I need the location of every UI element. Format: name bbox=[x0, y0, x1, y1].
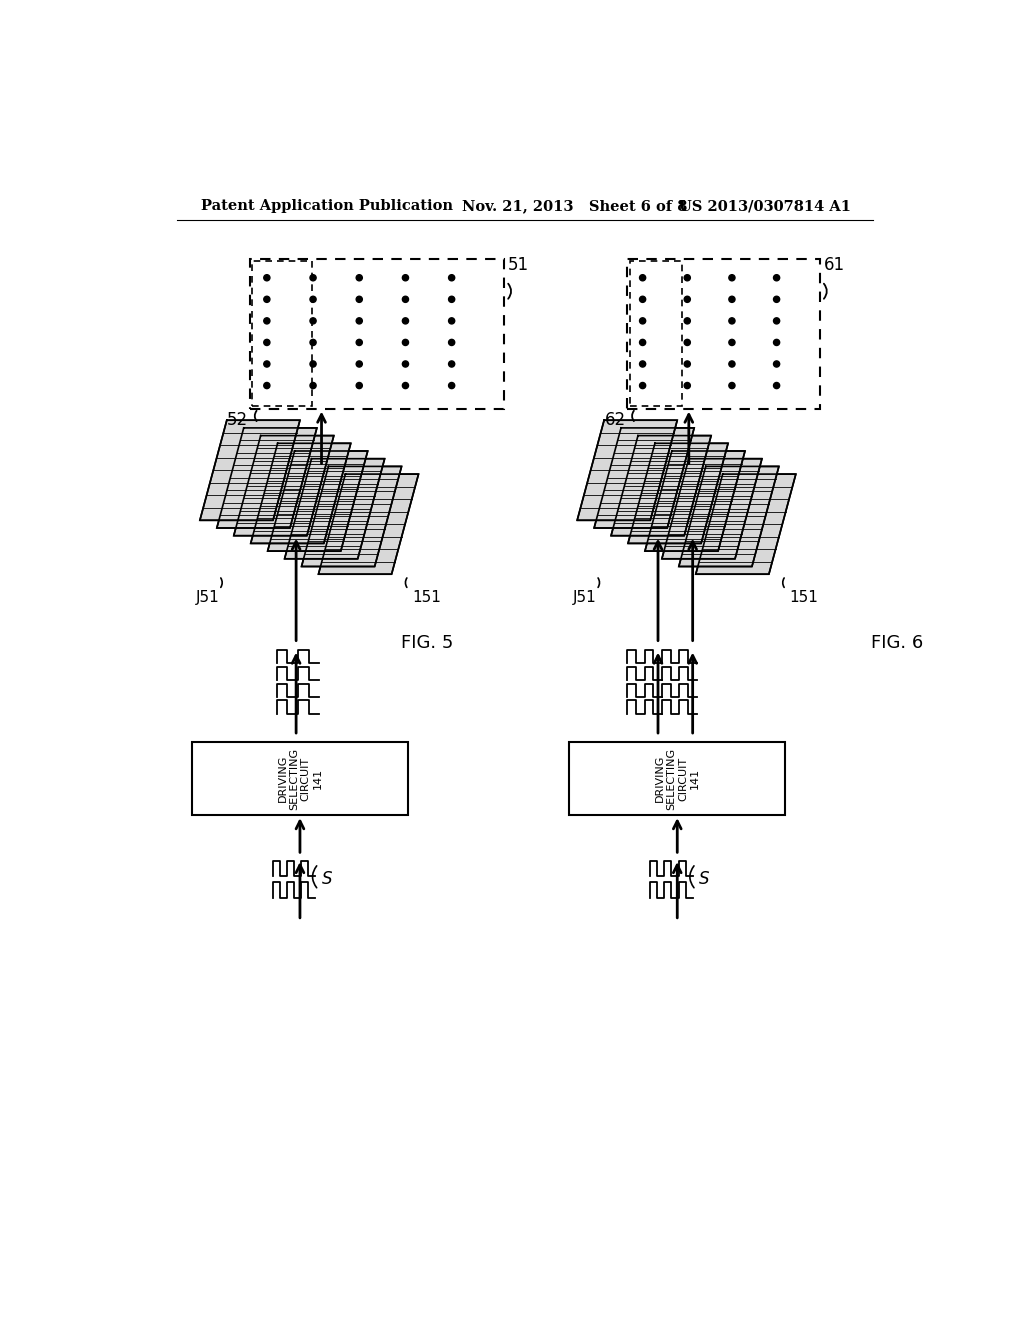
Circle shape bbox=[356, 275, 362, 281]
Bar bbox=[193, 742, 408, 816]
Circle shape bbox=[640, 275, 646, 281]
Circle shape bbox=[310, 296, 316, 302]
Circle shape bbox=[449, 275, 455, 281]
Bar bbox=[628, 259, 819, 409]
Circle shape bbox=[310, 360, 316, 367]
Text: DRIVING
SELECTING
CIRCUIT
141: DRIVING SELECTING CIRCUIT 141 bbox=[655, 747, 699, 809]
Circle shape bbox=[310, 339, 316, 346]
Text: US 2013/0307814 A1: US 2013/0307814 A1 bbox=[679, 199, 851, 213]
Circle shape bbox=[684, 318, 690, 323]
Text: Patent Application Publication: Patent Application Publication bbox=[202, 199, 454, 213]
Text: 61: 61 bbox=[823, 256, 845, 273]
Text: S: S bbox=[698, 870, 710, 888]
Bar bbox=[630, 261, 682, 407]
Circle shape bbox=[402, 318, 409, 323]
Polygon shape bbox=[318, 474, 419, 574]
Bar bbox=[252, 261, 312, 407]
Circle shape bbox=[402, 296, 409, 302]
Text: 52: 52 bbox=[227, 412, 249, 429]
Circle shape bbox=[773, 360, 779, 367]
Circle shape bbox=[773, 296, 779, 302]
Text: 51: 51 bbox=[508, 256, 529, 273]
Circle shape bbox=[640, 318, 646, 323]
Polygon shape bbox=[267, 451, 368, 552]
Circle shape bbox=[684, 360, 690, 367]
Circle shape bbox=[310, 383, 316, 388]
Polygon shape bbox=[233, 436, 334, 536]
Polygon shape bbox=[594, 428, 694, 528]
Polygon shape bbox=[695, 474, 796, 574]
Circle shape bbox=[684, 275, 690, 281]
Circle shape bbox=[773, 339, 779, 346]
Polygon shape bbox=[628, 444, 728, 544]
Text: FIG. 5: FIG. 5 bbox=[400, 635, 454, 652]
Polygon shape bbox=[285, 459, 385, 558]
Circle shape bbox=[684, 383, 690, 388]
Text: DRIVING
SELECTING
CIRCUIT
141: DRIVING SELECTING CIRCUIT 141 bbox=[278, 747, 323, 809]
Text: 151: 151 bbox=[413, 590, 441, 605]
Circle shape bbox=[264, 383, 270, 388]
Circle shape bbox=[264, 360, 270, 367]
Circle shape bbox=[402, 360, 409, 367]
Circle shape bbox=[449, 296, 455, 302]
Bar bbox=[250, 259, 504, 409]
Circle shape bbox=[729, 318, 735, 323]
Text: FIG. 6: FIG. 6 bbox=[870, 635, 923, 652]
Circle shape bbox=[264, 318, 270, 323]
Circle shape bbox=[640, 296, 646, 302]
Circle shape bbox=[729, 360, 735, 367]
Circle shape bbox=[773, 383, 779, 388]
Circle shape bbox=[729, 275, 735, 281]
Circle shape bbox=[449, 339, 455, 346]
Circle shape bbox=[402, 275, 409, 281]
Circle shape bbox=[684, 296, 690, 302]
Circle shape bbox=[449, 383, 455, 388]
Circle shape bbox=[640, 360, 646, 367]
Polygon shape bbox=[200, 420, 300, 520]
Polygon shape bbox=[679, 466, 779, 566]
Circle shape bbox=[773, 275, 779, 281]
Polygon shape bbox=[301, 466, 401, 566]
Text: J51: J51 bbox=[196, 590, 220, 605]
Circle shape bbox=[640, 383, 646, 388]
Circle shape bbox=[356, 383, 362, 388]
Polygon shape bbox=[662, 459, 762, 558]
Circle shape bbox=[449, 360, 455, 367]
Circle shape bbox=[356, 318, 362, 323]
Bar bbox=[569, 742, 785, 816]
Polygon shape bbox=[251, 444, 351, 544]
Polygon shape bbox=[578, 420, 677, 520]
Text: 151: 151 bbox=[790, 590, 818, 605]
Text: S: S bbox=[322, 870, 332, 888]
Circle shape bbox=[356, 296, 362, 302]
Circle shape bbox=[729, 339, 735, 346]
Circle shape bbox=[310, 275, 316, 281]
Text: Nov. 21, 2013   Sheet 6 of 8: Nov. 21, 2013 Sheet 6 of 8 bbox=[462, 199, 687, 213]
Circle shape bbox=[310, 318, 316, 323]
Circle shape bbox=[264, 275, 270, 281]
Polygon shape bbox=[611, 436, 711, 536]
Circle shape bbox=[402, 383, 409, 388]
Circle shape bbox=[684, 339, 690, 346]
Text: J51: J51 bbox=[573, 590, 597, 605]
Circle shape bbox=[640, 339, 646, 346]
Polygon shape bbox=[645, 451, 745, 552]
Circle shape bbox=[729, 383, 735, 388]
Circle shape bbox=[264, 339, 270, 346]
Circle shape bbox=[356, 360, 362, 367]
Circle shape bbox=[264, 296, 270, 302]
Circle shape bbox=[449, 318, 455, 323]
Circle shape bbox=[402, 339, 409, 346]
Text: 62: 62 bbox=[604, 412, 626, 429]
Circle shape bbox=[356, 339, 362, 346]
Circle shape bbox=[729, 296, 735, 302]
Polygon shape bbox=[217, 428, 316, 528]
Circle shape bbox=[773, 318, 779, 323]
